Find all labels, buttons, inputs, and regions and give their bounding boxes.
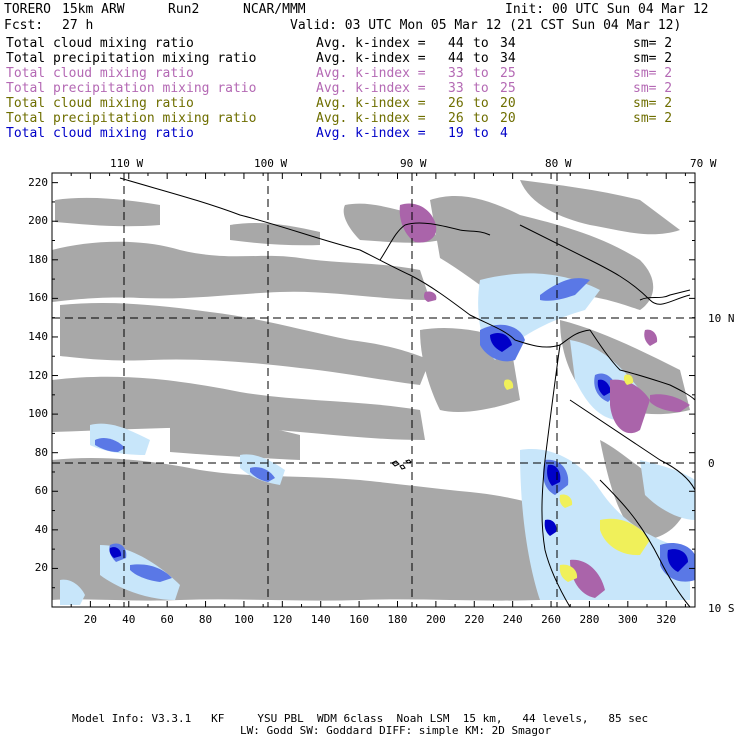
x-tick-label: 320 bbox=[656, 613, 677, 626]
model-info-line2: LW: Godd SW: Goddard DIFF: simple KM: 2D… bbox=[240, 724, 552, 737]
x-tick-label: 120 bbox=[272, 613, 293, 626]
legend-stat: Avg. k-index = bbox=[316, 111, 426, 126]
coastlines bbox=[119, 177, 695, 607]
valid-time: Valid: 03 UTC Mon 05 Mar 12 (21 CST Sun … bbox=[290, 18, 682, 33]
x-tick-label: 100 bbox=[234, 613, 254, 626]
lat-label-10s: 10 S bbox=[708, 602, 735, 615]
x-tick-label: 300 bbox=[617, 613, 638, 626]
legend-to-word: to bbox=[473, 51, 489, 66]
model-org: NCAR/MMM bbox=[243, 2, 306, 17]
legend-sm: sm= 2 bbox=[633, 51, 673, 66]
legend-to: 4 bbox=[500, 126, 508, 141]
x-tick-label: 140 bbox=[310, 613, 331, 626]
lon-label-70w: 70 W bbox=[690, 157, 717, 170]
legend-stat: Avg. k-index = bbox=[316, 51, 426, 66]
legend-to-word: to bbox=[473, 36, 489, 51]
y-tick-label: 120 bbox=[28, 368, 48, 382]
x-tick-label: 20 bbox=[83, 613, 97, 626]
lon-label-80w: 80 W bbox=[545, 157, 572, 170]
legend-to: 20 bbox=[500, 111, 516, 126]
y-tick-label: 60 bbox=[34, 484, 48, 498]
x-tick-label: 60 bbox=[160, 613, 174, 626]
x-tick-label: 180 bbox=[387, 613, 408, 626]
legend-field: Total cloud mixing ratio bbox=[6, 66, 194, 81]
legend-sm: sm= 2 bbox=[633, 111, 673, 126]
legend-from: 33 bbox=[448, 66, 464, 81]
y-tick-label: 20 bbox=[34, 561, 48, 575]
legend-sm: sm= 2 bbox=[633, 36, 673, 51]
y-tick-label: 80 bbox=[34, 445, 48, 459]
x-tick-label: 260 bbox=[541, 613, 561, 626]
legend-to-word: to bbox=[473, 111, 489, 126]
y-tick-label: 100 bbox=[28, 407, 48, 421]
y-tick-label: 180 bbox=[28, 252, 48, 266]
x-tick-label: 160 bbox=[349, 613, 370, 626]
y-tick-label: 200 bbox=[28, 214, 48, 228]
lon-label-100w: 100 W bbox=[254, 157, 288, 170]
legend-to-word: to bbox=[473, 96, 489, 111]
axis-ticks bbox=[52, 173, 695, 607]
legend-to: 20 bbox=[500, 96, 516, 111]
lon-label-110w: 110 W bbox=[110, 157, 144, 170]
legend-to: 34 bbox=[500, 36, 516, 51]
legend-from: 44 bbox=[448, 51, 464, 66]
graticule bbox=[52, 173, 695, 607]
yellow-cloud-field bbox=[503, 374, 650, 582]
lat-label-10n: 10 N bbox=[708, 312, 735, 325]
legend-field: Total precipitation mixing ratio bbox=[6, 51, 257, 66]
plot-frame bbox=[51, 172, 696, 608]
legend-stat: Avg. k-index = bbox=[316, 36, 426, 51]
model-run: Run2 bbox=[168, 2, 200, 17]
legend-field: Total precipitation mixing ratio bbox=[6, 111, 257, 126]
legend-stat: Avg. k-index = bbox=[316, 96, 426, 111]
y-tick-label: 40 bbox=[34, 522, 48, 536]
x-tick-label: 280 bbox=[579, 613, 600, 626]
lon-label-90w: 90 W bbox=[400, 157, 427, 170]
model-name: TORERO bbox=[4, 2, 51, 17]
legend-from: 26 bbox=[448, 111, 464, 126]
legend-to: 34 bbox=[500, 51, 516, 66]
lat-label-0: 0 bbox=[708, 457, 715, 470]
legend-sm: sm= 2 bbox=[633, 66, 673, 81]
legend-to: 25 bbox=[500, 66, 516, 81]
legend-stat: Avg. k-index = bbox=[316, 66, 426, 81]
x-tick-label: 240 bbox=[502, 613, 523, 626]
y-tick-label: 140 bbox=[28, 329, 48, 343]
legend-sm: sm= 2 bbox=[633, 81, 673, 96]
legend-sm: sm= 2 bbox=[633, 96, 673, 111]
init-time: Init: 00 UTC Sun 04 Mar 12 bbox=[505, 2, 709, 17]
legend-to: 25 bbox=[500, 81, 516, 96]
legend-from: 19 bbox=[448, 126, 464, 141]
legend-from: 44 bbox=[448, 36, 464, 51]
x-tick-label: 80 bbox=[198, 613, 213, 626]
forecast-hours: 27 h bbox=[62, 18, 94, 33]
purple-cloud-field bbox=[399, 203, 690, 598]
legend-stat: Avg. k-index = bbox=[316, 81, 426, 96]
forecast-label: Fcst: bbox=[4, 18, 44, 33]
legend-field: Total cloud mixing ratio bbox=[6, 96, 194, 111]
y-tick-label: 220 bbox=[28, 175, 48, 189]
model-resolution: 15km ARW bbox=[62, 2, 125, 17]
model-info-line1: Model Info: V3.3.1 KF YSU PBL WDM 6class… bbox=[72, 712, 649, 725]
legend-field: Total cloud mixing ratio bbox=[6, 36, 194, 51]
legend-to-word: to bbox=[473, 126, 489, 141]
legend-to-word: to bbox=[473, 66, 489, 81]
dark-blue-cloud-core bbox=[109, 333, 688, 572]
x-tick-label: 200 bbox=[425, 613, 446, 626]
y-tick-label: 160 bbox=[28, 291, 48, 305]
x-tick-label: 40 bbox=[122, 613, 136, 626]
legend-field: Total precipitation mixing ratio bbox=[6, 81, 257, 96]
legend-from: 33 bbox=[448, 81, 464, 96]
legend-stat: Avg. k-index = bbox=[316, 126, 426, 141]
legend-to-word: to bbox=[473, 81, 489, 96]
legend-field: Total cloud mixing ratio bbox=[6, 126, 194, 141]
x-tick-label: 220 bbox=[464, 613, 485, 626]
legend-from: 26 bbox=[448, 96, 464, 111]
